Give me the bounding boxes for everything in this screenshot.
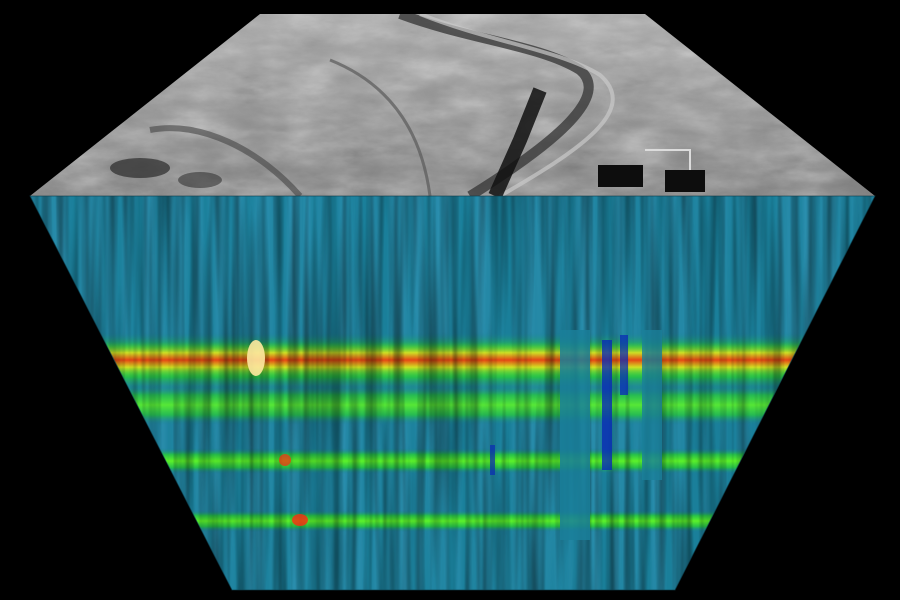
pond-1 [598,165,643,187]
pond-2 [665,170,705,192]
front-face-spectral-heatmap [30,196,875,590]
top-face-aerial-image [30,14,875,196]
absorption-gap-2 [642,330,662,480]
absorption-gap-1 [560,330,590,540]
hot-spot [247,340,265,376]
